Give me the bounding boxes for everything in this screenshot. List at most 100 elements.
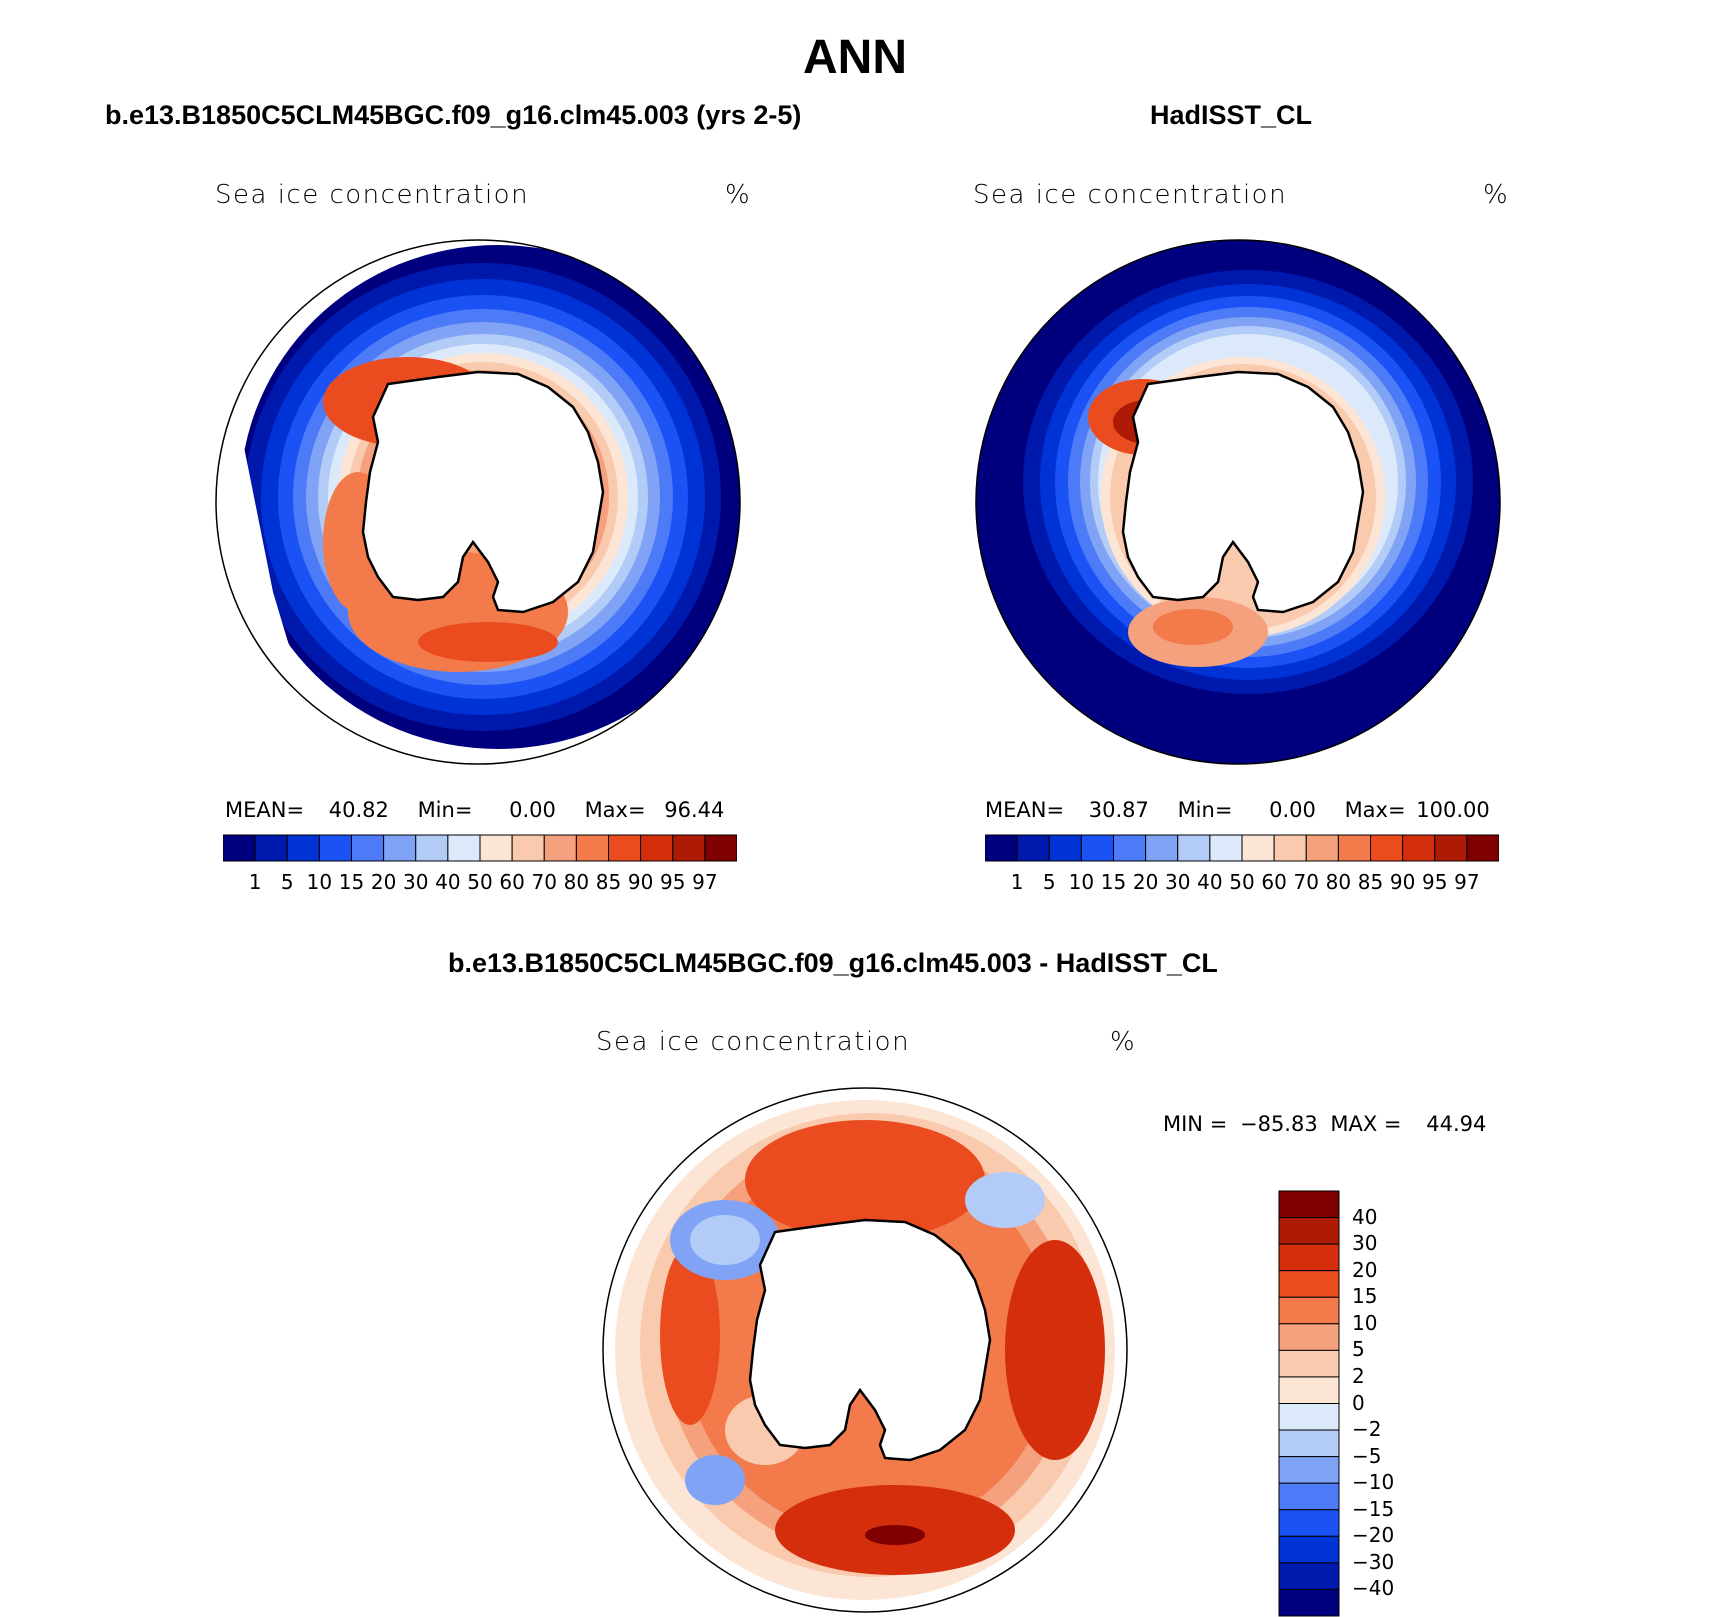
diff-max-value: 44.94 xyxy=(1426,1112,1487,1136)
colorbar-swatch xyxy=(1337,834,1371,862)
colorbar-swatch xyxy=(1113,834,1147,862)
colorbar-tick-label: 30 xyxy=(1165,870,1191,894)
colorbar-swatch xyxy=(1278,1456,1340,1484)
colorbar-swatch xyxy=(985,834,1018,862)
model-antarctica xyxy=(361,370,605,614)
model-colorbar xyxy=(223,834,737,862)
colorbar-tick-label: 10 xyxy=(1068,870,1095,894)
colorbar-tick-label: −20 xyxy=(1352,1523,1395,1548)
colorbar-tick-label: 60 xyxy=(1261,870,1287,894)
diff-units-label: % xyxy=(1110,1027,1137,1057)
colorbar-tick-label: 20 xyxy=(1132,870,1159,894)
colorbar-swatch xyxy=(704,834,737,862)
colorbar-tick-label: 90 xyxy=(627,870,654,894)
colorbar-tick-label: 40 xyxy=(435,870,461,894)
colorbar-tick-label: 15 xyxy=(1100,870,1127,894)
colorbar-tick-label: −2 xyxy=(1352,1417,1382,1442)
colorbar-swatch xyxy=(1209,834,1243,862)
colorbar-tick-label: 70 xyxy=(1293,870,1319,894)
diff-antarctica xyxy=(748,1218,992,1462)
model-polar-map xyxy=(215,239,741,765)
colorbar-tick-label: 5 xyxy=(1042,870,1056,894)
colorbar-swatch xyxy=(1278,1535,1340,1564)
colorbar-tick-label: 60 xyxy=(499,870,525,894)
colorbar-swatch xyxy=(1434,834,1468,862)
colorbar-swatch xyxy=(1080,834,1114,862)
colorbar-swatch xyxy=(511,834,545,862)
colorbar-tick-label: 97 xyxy=(1454,870,1480,894)
obs-max-label: Max= xyxy=(1344,798,1406,822)
colorbar-tick-label: 1 xyxy=(248,870,262,894)
colorbar-tick-label: −15 xyxy=(1352,1496,1395,1521)
colorbar-tick-label: 0 xyxy=(1352,1390,1365,1415)
colorbar-tick-label: 30 xyxy=(1352,1231,1378,1256)
colorbar-tick-label: 80 xyxy=(1325,870,1352,894)
colorbar-tick-label: 40 xyxy=(1352,1204,1378,1229)
model-max-value: 96.44 xyxy=(664,798,725,822)
colorbar-swatch xyxy=(447,834,481,862)
colorbar-tick-label: −30 xyxy=(1352,1549,1395,1574)
colorbar-swatch xyxy=(1278,1562,1340,1590)
colorbar-swatch xyxy=(351,834,385,862)
colorbar-swatch xyxy=(1145,834,1179,862)
colorbar-tick-label: 2 xyxy=(1352,1363,1365,1388)
model-mean-label: MEAN= xyxy=(225,798,305,822)
colorbar-tick-label: −40 xyxy=(1352,1576,1395,1601)
colorbar-tick-label: 97 xyxy=(692,870,718,894)
figure-title: ANN xyxy=(803,31,907,84)
model-colorbar-ticks: 1 5 10 15 20 30 40 50 60 70 80 85 90 95 97 xyxy=(223,868,737,896)
colorbar-swatch xyxy=(1278,1376,1340,1404)
model-units-label: % xyxy=(725,180,752,210)
obs-max-value: 100.00 xyxy=(1416,798,1490,822)
colorbar-swatch xyxy=(1466,834,1499,862)
colorbar-swatch xyxy=(223,834,256,862)
colorbar-tick-label: 10 xyxy=(1352,1310,1378,1335)
colorbar-swatch xyxy=(1278,1509,1340,1537)
colorbar-swatch xyxy=(286,834,320,862)
colorbar-swatch xyxy=(318,834,352,862)
colorbar-swatch xyxy=(1048,834,1082,862)
diff-min-value: −85.83 xyxy=(1239,1112,1318,1136)
colorbar-tick-label: 10 xyxy=(306,870,333,894)
obs-polar-map xyxy=(975,239,1501,765)
colorbar-tick-label: 15 xyxy=(338,870,365,894)
colorbar-swatch xyxy=(1278,1190,1340,1219)
colorbar-tick-label: 95 xyxy=(660,870,686,894)
model-variable-label: Sea ice concentration xyxy=(215,180,530,210)
obs-panel-title: HadISST_CL xyxy=(1150,100,1313,130)
colorbar-swatch xyxy=(1278,1270,1340,1298)
model-min-label: Min= xyxy=(417,798,473,822)
colorbar-swatch xyxy=(1278,1296,1340,1325)
colorbar-tick-label: 70 xyxy=(531,870,557,894)
obs-mean-label: MEAN= xyxy=(985,798,1065,822)
colorbar-tick-label: 20 xyxy=(370,870,397,894)
colorbar-tick-label: 85 xyxy=(1357,870,1384,894)
diff-colorbar-ticks: 40 30 20 15 10 5 2 0 −2 −5 −10 −15 −20 −30 −40 xyxy=(1352,1190,1432,1617)
colorbar-tick-label: 15 xyxy=(1352,1284,1378,1309)
colorbar-swatch xyxy=(479,834,513,862)
obs-colorbar-ticks: 1 5 10 15 20 30 40 50 60 70 80 85 90 95 97 xyxy=(985,868,1499,896)
colorbar-swatch xyxy=(1370,834,1404,862)
model-min-value: 0.00 xyxy=(509,798,556,822)
obs-variable-label: Sea ice concentration xyxy=(973,180,1288,210)
obs-units-label: % xyxy=(1483,180,1510,210)
colorbar-swatch xyxy=(1402,834,1436,862)
colorbar-swatch xyxy=(1278,1323,1340,1351)
colorbar-swatch xyxy=(383,834,417,862)
colorbar-tick-label: 5 xyxy=(1352,1337,1365,1362)
colorbar-swatch xyxy=(1278,1243,1340,1272)
obs-min-label: Min= xyxy=(1177,798,1233,822)
colorbar-swatch xyxy=(575,834,609,862)
colorbar-swatch xyxy=(1278,1349,1340,1378)
colorbar-tick-label: 50 xyxy=(467,870,493,894)
model-panel-title: b.e13.B1850C5CLM45BGC.f09_g16.clm45.003 … xyxy=(105,100,802,130)
colorbar-swatch xyxy=(608,834,642,862)
model-mean-value: 40.82 xyxy=(328,798,389,822)
diff-min-label: MIN = xyxy=(1163,1112,1228,1136)
obs-min-value: 0.00 xyxy=(1269,798,1316,822)
colorbar-swatch xyxy=(543,834,577,862)
diff-colorbar xyxy=(1278,1190,1340,1617)
obs-mean-value: 30.87 xyxy=(1088,798,1149,822)
colorbar-tick-label: 80 xyxy=(563,870,590,894)
colorbar-swatch xyxy=(415,834,449,862)
